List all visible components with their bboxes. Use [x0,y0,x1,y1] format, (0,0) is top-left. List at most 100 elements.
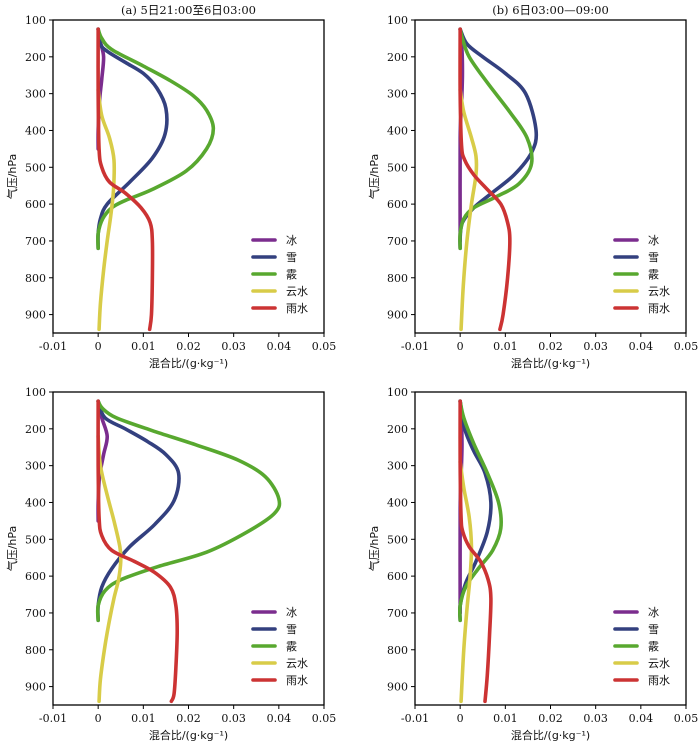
legend-label: 雨水 [286,302,308,315]
y-tick-label: 900 [387,309,408,322]
legend-label: 雨水 [648,302,670,315]
x-tick-label: 0.02 [176,340,201,353]
y-tick-label: 100 [387,14,408,27]
y-tick-label: 600 [387,198,408,211]
x-tick-label: 0.05 [312,712,337,725]
x-tick-label: 0.05 [674,712,699,725]
x-tick-label: 0.04 [267,340,292,353]
y-tick-label: 300 [387,88,408,101]
legend-label: 雨水 [286,674,308,687]
chart-panel-3: -0.01 0 0.01 0.02 0.03 0.04 0.05 100 200 300 400 50… [5,386,336,742]
legend-label: 冰 [286,606,297,619]
series-group [95,399,282,704]
x-tick-label: 0.01 [493,340,518,353]
x-tick-label: 0.05 [674,340,699,353]
y-tick-label: 600 [25,570,46,583]
legend-label: 雨水 [648,674,670,687]
legend-label: 霰 [286,268,297,281]
y-tick-label: 600 [25,198,46,211]
series-line-5 [96,27,155,332]
y-tick-label: 500 [387,161,408,174]
y-tick-label: 700 [25,607,46,620]
y-tick-label: 100 [387,386,408,399]
x-tick-label: 0.02 [538,712,563,725]
legend-label: 云水 [648,285,670,298]
x-tick-label: 0.04 [267,712,292,725]
legend-label: 霰 [286,640,297,653]
legend-label: 冰 [286,234,297,247]
series-line-4 [96,434,123,704]
x-tick-label: 0.01 [131,340,156,353]
x-axis-label: 混合比/(g·kg⁻¹) [149,356,228,370]
x-tick-label: 0.04 [629,340,654,353]
y-tick-label: 700 [387,607,408,620]
chart-panel-1: (a) 5日21:00至6日03:00 -0.01 0 0.01 0.02 0.03 0.0… [5,3,336,370]
y-tick-label: 600 [387,570,408,583]
series-line-5 [96,399,180,704]
legend-label: 云水 [286,657,308,670]
plot-frame [52,19,325,334]
y-tick-label: 900 [25,309,46,322]
x-tick-label: 0.04 [629,712,654,725]
y-tick-label: 500 [25,533,46,546]
y-tick-label: 800 [387,644,408,657]
x-tick-label: 0.05 [312,340,337,353]
series-line-3 [458,27,534,251]
legend-label: 冰 [648,606,659,619]
chart-title: (a) 5日21:00至6日03:00 [121,3,256,17]
series-line-5 [458,27,512,332]
legend-label: 霰 [648,268,659,281]
y-tick-label: 400 [25,496,46,509]
y-tick-label: 300 [387,460,408,473]
y-tick-label: 800 [25,272,46,285]
series-group [458,27,539,332]
y-tick-label: 100 [25,14,46,27]
y-axis-label: 气压/hPa [5,526,19,572]
x-axis-label: 混合比/(g·kg⁻¹) [511,728,590,742]
y-tick-label: 300 [25,460,46,473]
x-tick-label: -0.01 [39,340,67,353]
chart-panel-2: (b) 6日03:00—09:00 -0.01 0 0.01 0.02 0.03 0.04 0… [367,3,698,370]
series-line-3 [95,399,282,623]
series-line-4 [458,460,474,704]
series-line-5 [458,399,493,704]
x-tick-label: 0 [457,340,464,353]
y-tick-label: 500 [25,161,46,174]
y-tick-label: 400 [387,124,408,137]
x-tick-label: 0.03 [221,340,246,353]
x-tick-label: 0 [95,340,102,353]
legend-label: 冰 [648,234,659,247]
y-tick-label: 200 [387,423,408,436]
legend-label: 霰 [648,640,659,653]
series-group [457,399,503,704]
chart-panel-4: -0.01 0 0.01 0.02 0.03 0.04 0.05 100 200 300 400 50… [367,386,698,742]
x-tick-label: -0.01 [401,340,429,353]
legend-label: 雪 [286,251,297,264]
y-tick-label: 200 [25,51,46,64]
series-line-4 [96,88,117,332]
y-tick-label: 700 [387,235,408,248]
y-axis-label: 气压/hPa [367,526,381,572]
x-tick-label: 0.02 [538,340,563,353]
x-tick-label: 0.03 [221,712,246,725]
series-line-3 [96,27,216,251]
y-tick-label: 800 [25,644,46,657]
legend-label: 雪 [286,623,297,636]
x-tick-label: 0.01 [131,712,156,725]
chart-title: (b) 6日03:00—09:00 [492,3,609,17]
x-tick-label: -0.01 [39,712,67,725]
legend-label: 雪 [648,623,659,636]
y-tick-label: 700 [25,235,46,248]
y-tick-label: 200 [387,51,408,64]
series-line-3 [457,399,503,623]
legend-label: 雪 [648,251,659,264]
y-tick-label: 800 [387,272,408,285]
y-axis-label: 气压/hPa [367,154,381,200]
x-tick-label: 0.03 [583,340,608,353]
plot-frame [414,19,687,334]
